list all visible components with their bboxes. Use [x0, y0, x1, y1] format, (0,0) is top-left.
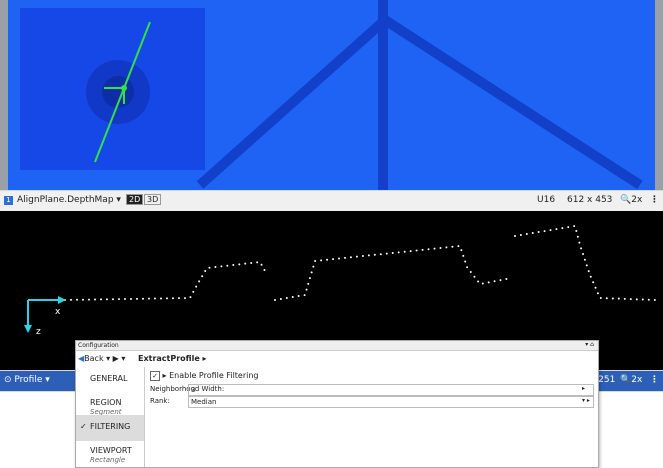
menu[interactable]: ⋮ [650, 195, 659, 205]
nav-item[interactable]: GENERAL [76, 367, 144, 393]
configuration-panel: Configuration ▾ ⌂ ◀Back ▾ ▶ ▾ ExtractPro… [75, 340, 599, 468]
panel-title: Configuration [78, 342, 119, 349]
selected-mark: ✓ [80, 422, 87, 431]
viewer-toolbar: 1 AlignPlane.DepthMap ▾ 2D 3D U16 612 x … [0, 190, 663, 212]
panel-titlebar: Configuration ▾ ⌂ [76, 341, 598, 351]
profile-dropdown[interactable]: ⊙ Profile ▾ [4, 375, 50, 385]
breadcrumb-label: ExtractProfile [138, 354, 200, 363]
profile-dimensions: x 251 [590, 375, 616, 385]
dimensions: 612 x 453 [567, 195, 613, 205]
panel-controls[interactable]: ▾ ⌂ [585, 341, 594, 348]
field-input[interactable]: Median [188, 396, 594, 408]
zoom-label: 2x [631, 195, 643, 205]
axis-x-label: x [55, 307, 61, 317]
nav: GENERAL REGION Segment ✓ FILTERING VIEWPORT Re… [76, 367, 145, 467]
axis-z-label: z [36, 327, 41, 337]
nav-item[interactable]: VIEWPORT Rectangle [76, 439, 144, 465]
mode-3d[interactable]: 3D [144, 194, 162, 205]
depth-map [0, 0, 663, 190]
field-label: Neighborhood Width: [150, 385, 225, 393]
source-label: AlignPlane.DepthMap [17, 195, 114, 205]
breadcrumb[interactable]: ExtractProfile ▸ [138, 354, 207, 363]
field-arrow: ▾ ▸ [582, 397, 590, 404]
checkbox[interactable]: ✓ [150, 371, 160, 381]
pixel-format: U16 [537, 195, 556, 205]
back-button[interactable]: ◀Back ▾ ▶ ▾ [78, 354, 126, 363]
field-arrow: ▸ [582, 385, 586, 392]
profile-zoom[interactable]: 🔍2x [620, 375, 643, 385]
nav-item[interactable]: REGION Segment [76, 391, 144, 417]
mode-2d[interactable]: 2D [126, 194, 144, 205]
zoom[interactable]: 🔍2x [620, 195, 643, 205]
nav-sublabel: Rectangle [90, 456, 126, 464]
enable-filtering[interactable]: ✓ ▸ Enable Profile Filtering [150, 371, 259, 381]
enable-filtering-label: Enable Profile Filtering [169, 371, 259, 380]
nav-label: GENERAL [90, 374, 128, 383]
field-input[interactable]: 3 [188, 384, 594, 396]
profile-label: Profile [14, 375, 43, 385]
field-label: Rank: [150, 397, 170, 405]
badge: 1 [4, 196, 13, 205]
nav-label: VIEWPORT [90, 446, 132, 455]
source-dropdown[interactable]: AlignPlane.DepthMap ▾ [17, 195, 121, 205]
nav-label: FILTERING [90, 422, 131, 431]
nav-sublabel: Segment [90, 408, 122, 416]
nav-label: REGION [90, 398, 122, 407]
profile-zoom-label: 2x [631, 375, 643, 385]
nav-item[interactable]: ✓ FILTERING [76, 415, 144, 441]
profile-menu[interactable]: ⋮ [650, 375, 659, 385]
back-label: Back [84, 354, 104, 363]
